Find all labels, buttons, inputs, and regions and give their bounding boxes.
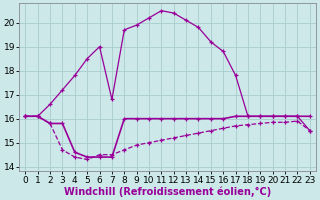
X-axis label: Windchill (Refroidissement éolien,°C): Windchill (Refroidissement éolien,°C) — [64, 186, 271, 197]
